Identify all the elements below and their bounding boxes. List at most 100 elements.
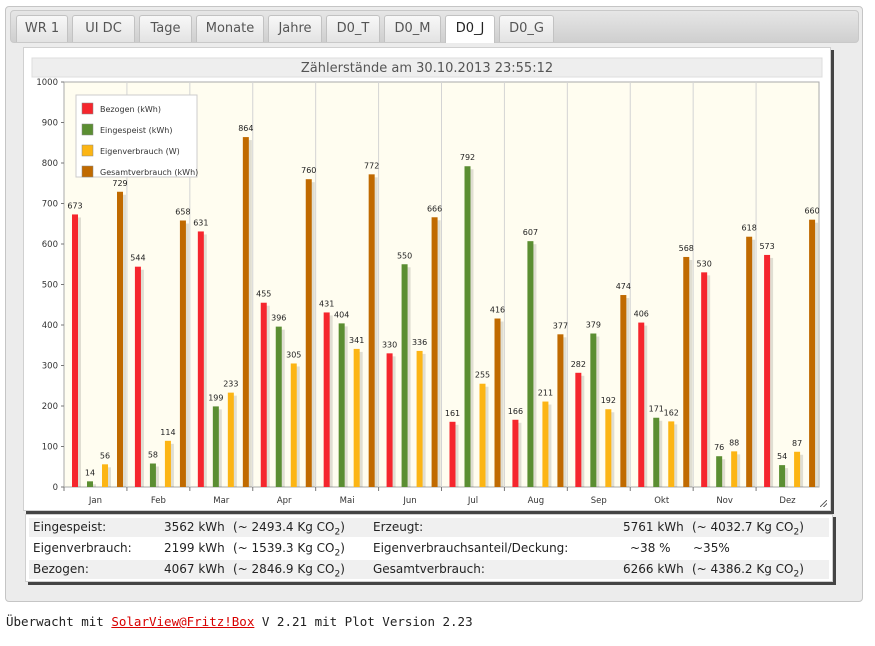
bar xyxy=(338,323,345,487)
erzeugt-label: Erzeugt: xyxy=(373,520,424,534)
bar xyxy=(638,322,645,487)
data-label: 544 xyxy=(130,254,145,263)
bar xyxy=(305,179,312,487)
footer-suffix: V 2.21 mit Plot Version 2.23 xyxy=(254,614,473,629)
eingespeist-label: Eingespeist: xyxy=(33,520,107,534)
data-label: 379 xyxy=(586,321,601,330)
bar xyxy=(464,166,471,487)
footer-prefix: Überwacht mit xyxy=(6,614,112,629)
tab-ui-dc[interactable]: UI DC xyxy=(72,15,135,42)
gesamtverbrauch-label: Gesamtverbrauch: xyxy=(373,562,485,576)
legend-box xyxy=(75,94,198,178)
tab-d0-m[interactable]: D0_M xyxy=(384,15,441,42)
data-label: 658 xyxy=(175,208,190,217)
bar xyxy=(764,254,771,487)
tab-d0-g[interactable]: D0_G xyxy=(499,15,554,42)
bar xyxy=(809,219,816,487)
summary-row-bg xyxy=(29,560,829,579)
legend-swatch xyxy=(81,165,94,178)
tab-monate[interactable]: Monate xyxy=(196,15,264,42)
bar xyxy=(779,465,786,487)
legend-swatch xyxy=(81,144,94,157)
data-label: 666 xyxy=(427,204,442,213)
data-label: 166 xyxy=(508,407,523,416)
data-label: 455 xyxy=(256,290,271,299)
bar xyxy=(716,456,723,487)
x-tick-label: Jan xyxy=(88,496,102,506)
erzeugt-value: 5761 kWh xyxy=(623,520,684,534)
y-tick-label: 900 xyxy=(42,119,58,129)
summary-row-bg xyxy=(29,518,829,537)
eigenverbrauch-value: 2199 kWh xyxy=(164,541,225,555)
data-label: 729 xyxy=(112,179,127,188)
y-tick-label: 400 xyxy=(42,321,58,331)
bar xyxy=(164,440,171,487)
bar-shadow xyxy=(152,466,159,487)
resize-handle-icon[interactable] xyxy=(820,500,827,507)
data-label: 171 xyxy=(649,405,664,414)
eigenverbrauchsanteil-label: Eigenverbrauchsanteil/Deckung: xyxy=(373,541,569,555)
bar xyxy=(590,333,597,487)
x-tick-label: Sep xyxy=(591,496,607,506)
bar xyxy=(605,409,612,487)
bar xyxy=(731,451,738,487)
x-tick-label: Mar xyxy=(213,496,230,506)
data-label: 88 xyxy=(729,438,739,447)
y-tick-label: 200 xyxy=(42,402,58,412)
chart-title-bar xyxy=(31,57,823,78)
bar xyxy=(72,214,78,487)
data-label: 431 xyxy=(319,299,334,308)
bar xyxy=(368,174,375,487)
bar xyxy=(242,137,249,487)
data-label: 396 xyxy=(271,314,286,323)
tab-d0-t[interactable]: D0_T xyxy=(326,15,380,42)
bar xyxy=(557,334,564,487)
data-label: 618 xyxy=(742,224,757,233)
solarview-link[interactable]: SolarView@Fritz!Box xyxy=(111,614,255,629)
data-label: 192 xyxy=(601,396,616,405)
eigenverbrauch-co2: (~ 1539.3 Kg CO2) xyxy=(233,541,345,559)
x-tick-label: Aug xyxy=(528,496,545,506)
x-tick-label: Dez xyxy=(779,496,796,506)
bar xyxy=(275,326,282,487)
tab-tage[interactable]: Tage xyxy=(139,15,192,42)
bezogen-co2: (~ 2846.9 Kg CO2) xyxy=(233,562,345,580)
data-label: 404 xyxy=(334,310,349,319)
legend-swatch xyxy=(81,102,94,115)
data-label: 54 xyxy=(777,452,787,461)
bar xyxy=(449,421,456,487)
legend-label: Bezogen (kWh) xyxy=(100,105,161,114)
eigenverbrauchsanteil-value: ~38 % xyxy=(630,541,671,555)
bar xyxy=(212,406,219,487)
data-label: 56 xyxy=(100,451,110,460)
summary-table: Eingespeist: 3562 kWh (~ 2493.4 Kg CO2) … xyxy=(25,514,833,582)
data-label: 14 xyxy=(85,468,95,477)
y-tick-label: 600 xyxy=(42,240,58,250)
x-tick-label: Okt xyxy=(654,496,670,506)
bar xyxy=(653,417,660,487)
tab-d0-j[interactable]: D0_J xyxy=(445,15,495,43)
data-label: 341 xyxy=(349,336,364,345)
tab-jahre[interactable]: Jahre xyxy=(268,15,322,42)
bar xyxy=(494,318,501,487)
data-label: 330 xyxy=(382,340,397,349)
data-label: 474 xyxy=(616,282,631,291)
chart-container: Zählerstände am 30.10.2013 23:55:12 0 100 2… xyxy=(23,47,831,511)
data-label: 792 xyxy=(460,153,475,162)
x-tick-label: Apr xyxy=(277,496,292,506)
bar xyxy=(87,481,93,487)
tab-bar: WR 1 UI DC Tage Monate Jahre D0_T D0_M D… xyxy=(10,10,859,43)
gesamtverbrauch-value: 6266 kWh xyxy=(623,562,684,576)
data-label: 772 xyxy=(364,161,379,170)
tab-wr1[interactable]: WR 1 xyxy=(16,15,68,42)
data-label: 416 xyxy=(490,306,505,315)
erzeugt-co2: (~ 4032.7 Kg CO2) xyxy=(692,520,804,538)
bar xyxy=(179,220,186,487)
x-tick-label: Jul xyxy=(467,496,478,506)
data-label: 660 xyxy=(804,207,819,216)
data-label: 530 xyxy=(697,259,712,268)
bar xyxy=(260,302,267,487)
bezogen-value: 4067 kWh xyxy=(164,562,225,576)
x-tick-label: Jun xyxy=(402,496,416,506)
gesamtverbrauch-co2: (~ 4386.2 Kg CO2) xyxy=(692,562,804,580)
